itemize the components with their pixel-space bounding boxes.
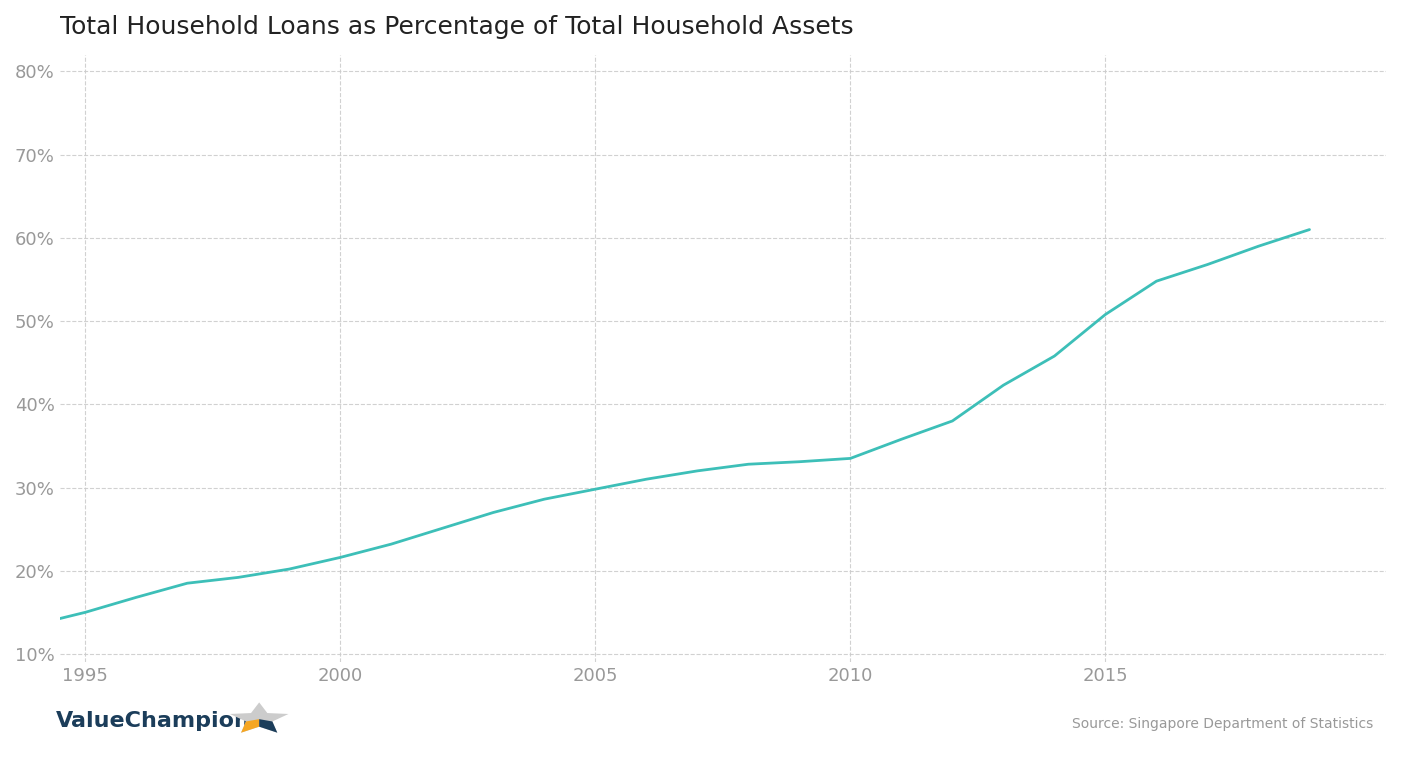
Text: ValueChampion: ValueChampion	[56, 711, 251, 731]
Text: Source: Singapore Department of Statistics: Source: Singapore Department of Statisti…	[1072, 717, 1373, 731]
Text: Total Household Loans as Percentage of Total Household Assets: Total Household Loans as Percentage of T…	[60, 15, 853, 39]
